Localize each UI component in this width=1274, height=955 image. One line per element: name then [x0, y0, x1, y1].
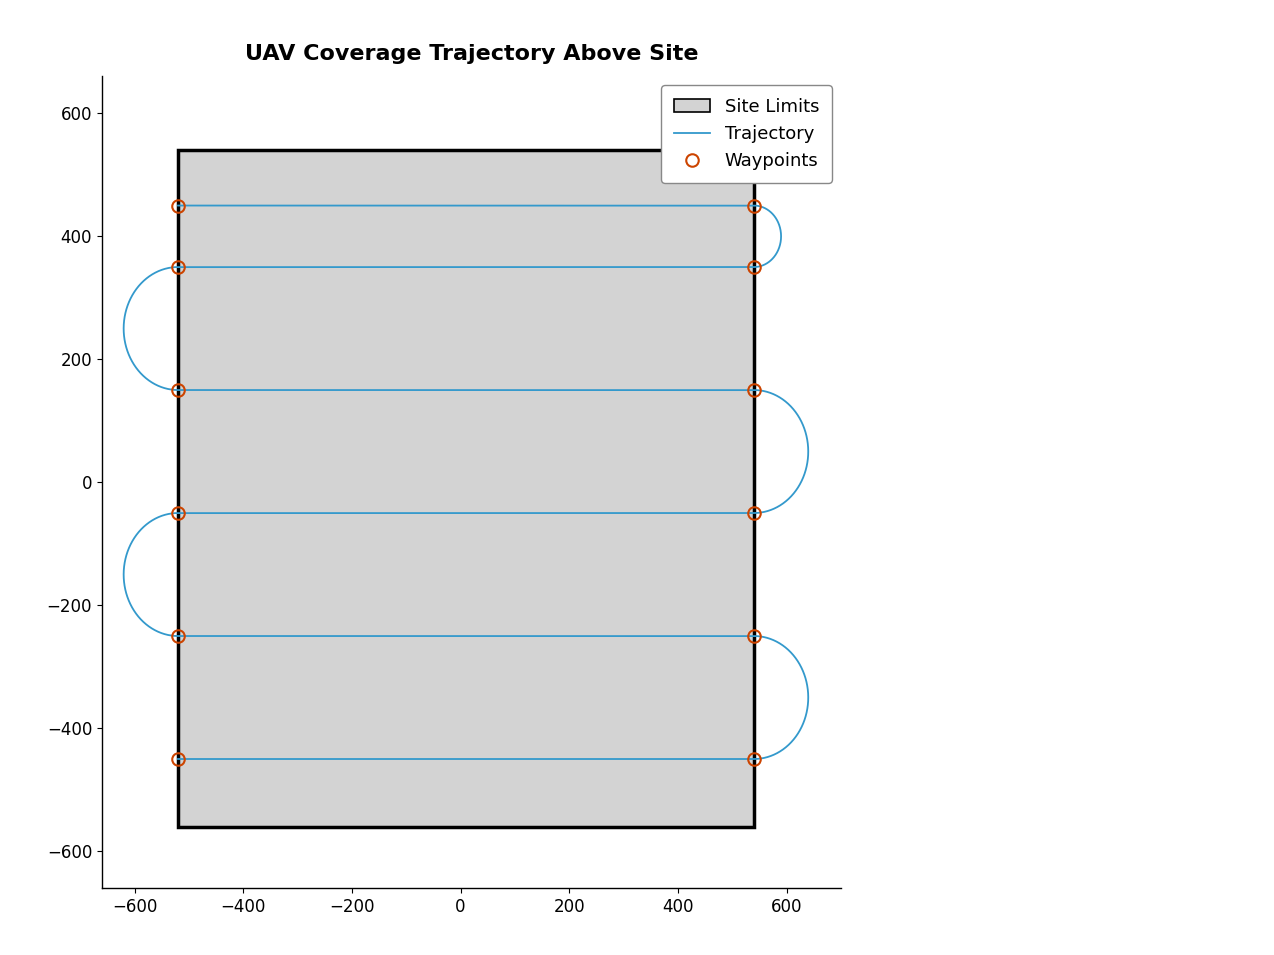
- Legend: Site Limits, Trajectory, Waypoints: Site Limits, Trajectory, Waypoints: [661, 85, 832, 182]
- Bar: [178, 150, 754, 827]
- Title: UAV Coverage Trajectory Above Site: UAV Coverage Trajectory Above Site: [245, 44, 698, 64]
